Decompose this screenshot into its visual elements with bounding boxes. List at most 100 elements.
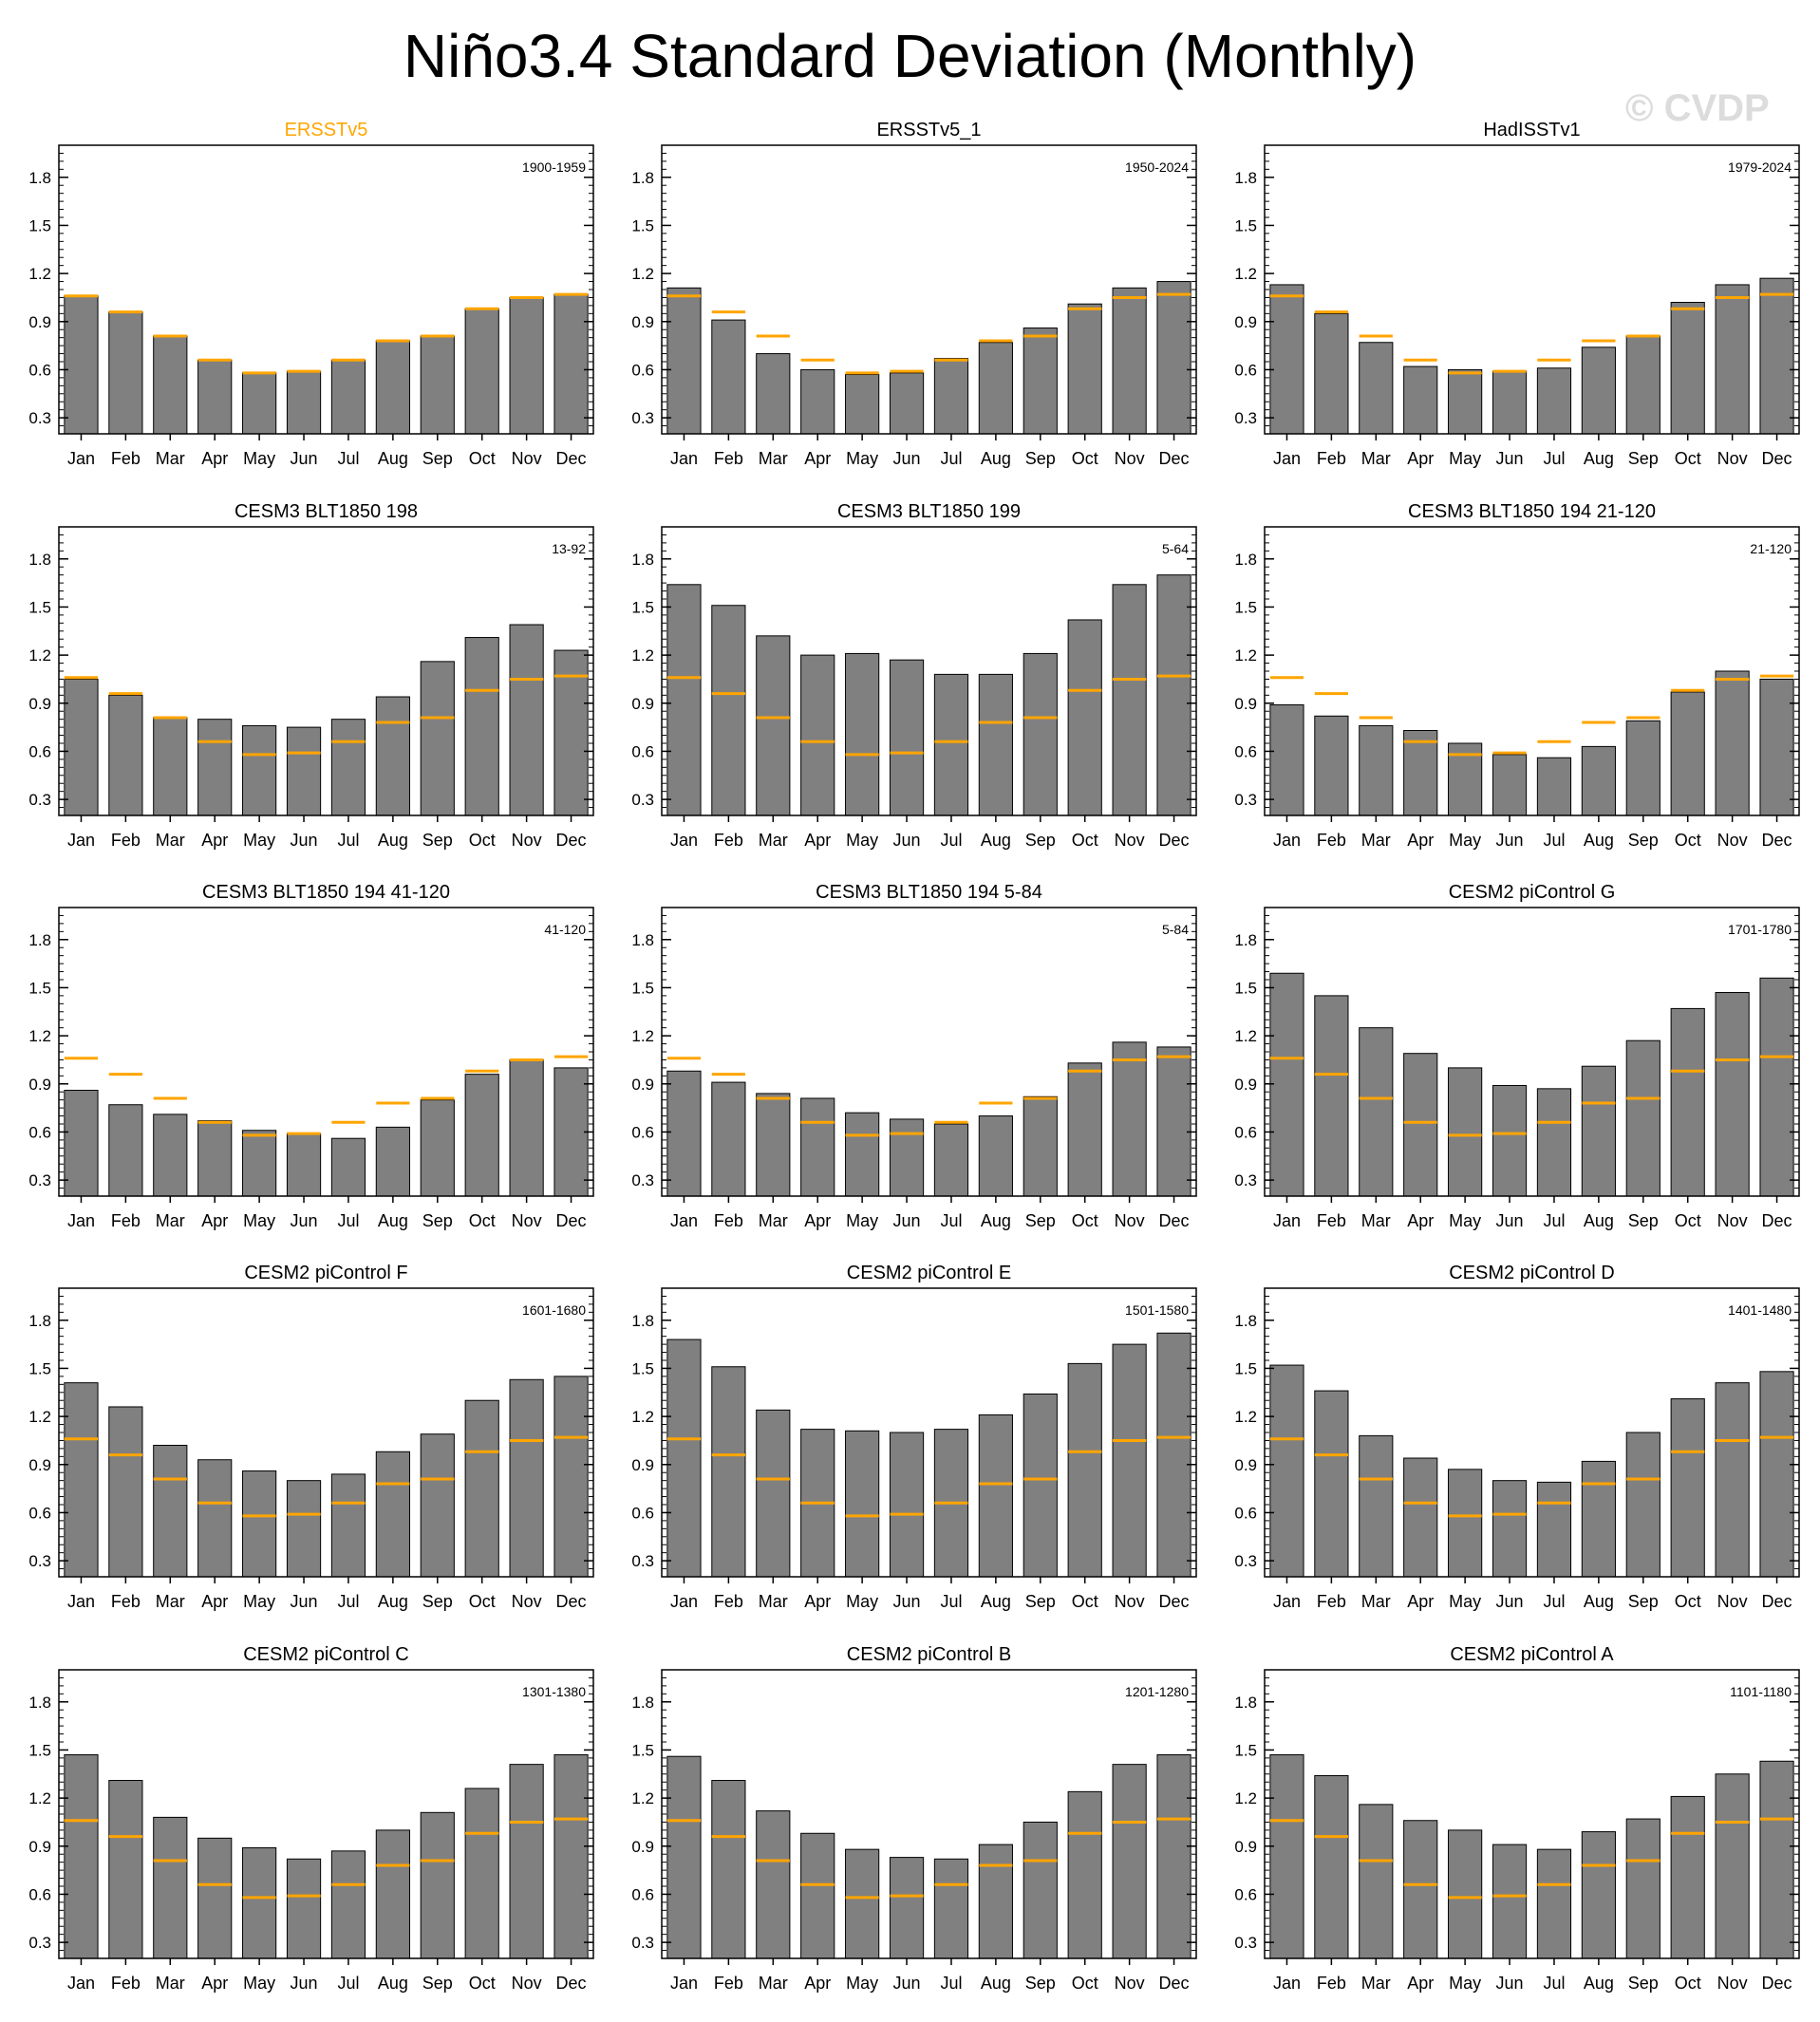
y-tick-label: 1.5 [28,598,51,616]
bar [1359,1804,1394,1959]
bar [1403,1457,1438,1578]
x-tick-label: Sep [1025,1974,1056,1993]
bar [1269,284,1304,435]
bar [1403,1820,1438,1959]
x-tick-label: Jul [337,1592,359,1611]
x-tick-label: Jan [670,1211,698,1230]
panel-title: CESM3 BLT1850 199 [837,501,1021,522]
x-tick-label: Nov [512,1592,542,1611]
bar [464,308,499,435]
bar [242,372,277,435]
x-tick-label: Sep [1025,831,1056,850]
chart-panel: 0.3 0.6 0.9 1.2 1.5 1.8 Jan Feb Mar Apr May Jun Jul A… [631,1263,1197,1611]
bar [330,1850,366,1959]
x-tick-label: Jun [893,1211,921,1230]
x-tick-label: Oct [1072,1211,1098,1230]
x-tick-label: Feb [714,1211,743,1230]
plot-frame [661,907,1197,1197]
bar [108,1780,143,1959]
x-tick-label: Nov [512,449,542,468]
bar [933,673,969,816]
x-tick-label: Feb [1317,449,1346,468]
y-tick-label: 1.2 [1234,1027,1257,1045]
x-tick-label: May [846,1974,878,1993]
plot-frame [58,1287,594,1578]
bar [1067,303,1102,435]
x-tick-label: Apr [804,449,831,468]
x-tick-label: Jun [291,1974,318,1993]
x-tick-label: Aug [981,1974,1011,1993]
bar [197,359,233,435]
bar [889,1118,925,1197]
bar [800,1097,835,1197]
chart-panel: 0.3 0.6 0.9 1.2 1.5 1.8 Jan Feb Mar Apr May Jun Jul A… [28,882,594,1230]
x-tick-label: Sep [1628,449,1659,468]
chart-panel: 0.3 0.6 0.9 1.2 1.5 1.8 Jan Feb Mar Apr May Jun Jul A… [28,120,594,468]
y-tick-label: 1.5 [1234,1741,1257,1759]
x-tick-label: Mar [759,449,788,468]
x-tick-label: Oct [469,1592,496,1611]
bar [889,1432,925,1578]
bar [1023,1095,1058,1197]
plot-frame [1264,907,1800,1197]
x-tick-label: Nov [1115,449,1145,468]
y-tick-label: 1.2 [1234,265,1257,283]
panel-title: CESM2 piControl G [1449,882,1616,903]
bar [1670,1007,1705,1197]
period-label: 1701-1780 [1728,922,1792,937]
y-tick-label: 0.3 [631,1171,654,1189]
bar [800,1832,835,1959]
bar [1715,1773,1750,1959]
y-tick-label: 1.2 [631,1408,654,1426]
bar [108,694,143,816]
x-tick-label: May [1449,1592,1481,1611]
y-tick-label: 1.2 [631,1027,654,1045]
y-tick-label: 0.3 [1234,791,1257,809]
bar [1314,995,1349,1197]
bar [554,649,589,816]
x-tick-label: Mar [759,1592,788,1611]
x-tick-label: Dec [1159,1211,1190,1230]
y-tick-label: 0.6 [28,1123,51,1141]
y-tick-label: 1.8 [631,1694,654,1712]
bar [153,335,188,435]
x-tick-label: Oct [1072,1974,1098,1993]
chart-panel: 0.3 0.6 0.9 1.2 1.5 1.8 Jan Feb Mar Apr May Jun Jul A… [1234,1263,1800,1611]
bar [1492,1084,1528,1197]
bar [1536,1481,1572,1578]
bar [1448,368,1483,435]
panel-title: CESM2 piControl F [244,1263,407,1283]
bar [1492,370,1528,435]
bar [330,359,366,435]
bar [375,1829,410,1959]
y-tick-label: 1.8 [631,1312,654,1330]
bar [153,1445,188,1578]
x-tick-label: Sep [1628,831,1659,850]
y-tick-label: 1.8 [1234,931,1257,949]
x-tick-label: Jan [1273,831,1301,850]
x-tick-label: Oct [1675,831,1701,850]
bar [1492,1844,1528,1959]
bar [1759,1371,1794,1578]
x-tick-label: Jan [670,1592,698,1611]
y-tick-label: 0.9 [631,695,654,713]
bar [1536,1848,1572,1959]
y-tick-label: 1.8 [631,169,654,187]
period-label: 1601-1680 [522,1302,586,1318]
panel-title: CESM2 piControl B [847,1644,1011,1665]
plot-frame [661,144,1197,435]
x-tick-label: Apr [804,1211,831,1230]
bar [845,1430,880,1578]
x-tick-label: Apr [1407,449,1434,468]
x-tick-label: Mar [1361,1592,1391,1611]
y-tick-label: 1.8 [1234,1694,1257,1712]
panel-title: CESM3 BLT1850 194 41-120 [202,882,450,903]
x-tick-label: Feb [1317,1974,1346,1993]
x-tick-label: Sep [422,1974,453,1993]
bar [1314,1390,1349,1578]
bar [1067,1362,1102,1578]
x-tick-label: Aug [981,449,1011,468]
y-tick-label: 1.5 [1234,216,1257,234]
bar [464,1399,499,1578]
bar [889,372,925,435]
